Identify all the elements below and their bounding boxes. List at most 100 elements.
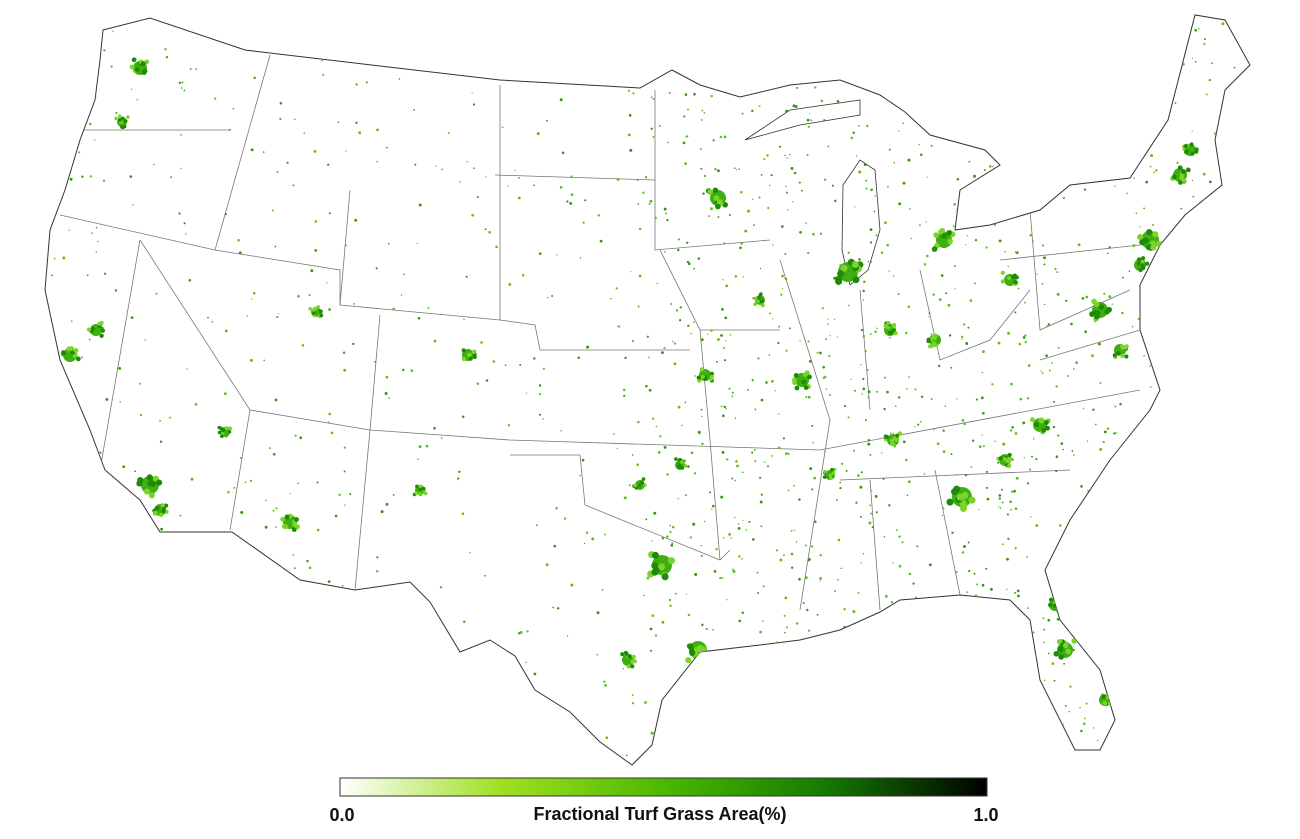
turf-patch [1238,207,1241,211]
turf-patch [392,307,395,311]
turf-patch [1024,301,1026,304]
turf-patch [733,516,736,519]
turf-patch [252,598,255,601]
turf-patch [1102,700,1107,705]
turf-patch [1246,595,1250,599]
turf-patch [784,596,788,600]
turf-patch [1203,38,1206,41]
turf-patch [886,243,890,247]
turf-patch [643,594,645,597]
turf-patch [1150,100,1154,103]
turf-patch [799,231,802,234]
turf-patch [788,327,791,330]
turf-patch [717,169,720,173]
turf-patch [1133,177,1135,179]
turf-patch [84,467,87,471]
turf-patch [380,510,384,514]
turf-patch [469,552,471,554]
turf-patch [518,176,520,179]
turf-patch [685,657,692,664]
turf-patch [1080,729,1083,733]
turf-patch [413,108,416,111]
turf-patch [615,287,618,290]
turf-patch [1121,311,1124,315]
turf-patch [556,607,560,610]
turf-patch [723,242,726,244]
turf-patch [1241,212,1243,214]
turf-patch [672,340,674,343]
turf-patch [1000,670,1004,674]
turf-patch [796,86,799,89]
turf-patch [819,232,822,235]
turf-patch [683,33,687,37]
turf-patch [107,682,110,686]
turf-patch [945,292,948,295]
turf-patch [793,373,799,378]
turf-patch [585,531,589,534]
turf-patch [221,428,226,433]
turf-patch [700,338,704,342]
turf-patch [801,692,803,695]
turf-patch [246,706,249,708]
turf-patch [1049,154,1053,157]
turf-patch [855,155,858,157]
turf-patch [1202,172,1206,176]
turf-patch [437,658,441,661]
turf-patch [827,323,829,325]
turf-patch [889,336,891,339]
turf-patch [1034,422,1040,427]
turf-patch [731,391,734,394]
turf-patch [687,324,690,328]
turf-patch [392,493,395,496]
turf-patch [630,664,635,669]
turf-patch [802,601,805,605]
turf-patch [677,248,680,252]
turf-patch [785,626,789,629]
turf-patch [900,664,903,667]
turf-patch [680,460,684,464]
turf-patch [239,456,242,460]
turf-patch [1216,566,1219,568]
turf-patch [701,415,703,418]
turf-patch [322,73,325,76]
turf-patch [968,496,976,504]
turf-patch [136,732,139,735]
turf-patch [860,562,863,564]
turf-patch [675,708,678,711]
turf-patch [833,318,836,320]
turf-patch [1161,686,1163,688]
turf-patch [1130,466,1133,469]
turf-patch [945,118,949,122]
turf-patch [1027,364,1031,367]
turf-patch [776,713,779,716]
turf-patch [414,491,419,496]
turf-patch [753,296,758,301]
turf-patch [49,506,52,508]
turf-patch [867,390,871,394]
turf-patch [973,196,977,200]
turf-patch [1182,569,1185,573]
turf-patch [291,527,297,532]
turf-patch [692,522,696,526]
turf-patch [415,484,419,489]
turf-patch [139,413,143,417]
turf-patch [970,195,980,205]
turf-patch [878,734,882,738]
turf-patch [321,60,323,62]
turf-patch [888,504,891,507]
turf-patch [936,232,952,248]
turf-patch [599,239,603,243]
turf-patch [759,292,763,296]
turf-patch [1156,311,1158,313]
turf-patch [805,396,807,398]
turf-patch [1233,476,1237,479]
turf-patch [686,241,689,244]
turf-patch [661,573,669,581]
turf-patch [1091,519,1095,522]
turf-patch [681,62,684,65]
turf-patch [726,20,729,24]
turf-patch [965,700,968,703]
turf-patch [798,181,801,184]
turf-patch [816,351,819,354]
turf-patch [1230,149,1233,152]
